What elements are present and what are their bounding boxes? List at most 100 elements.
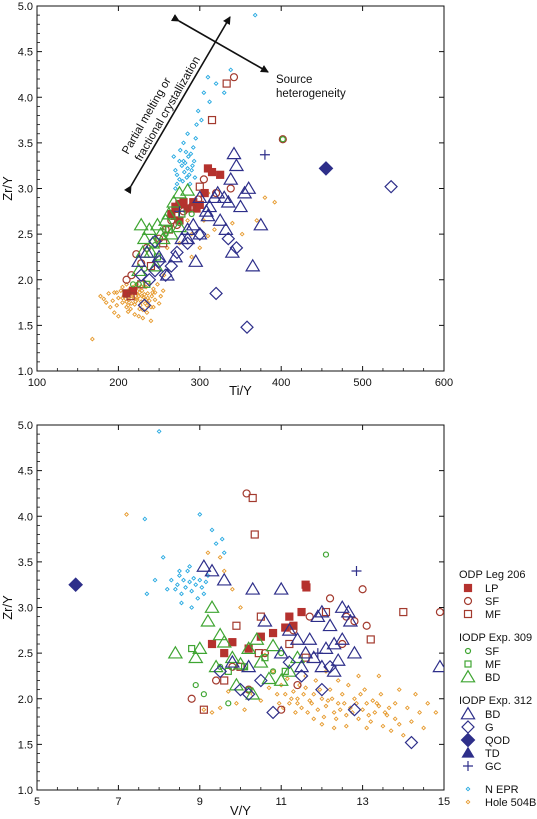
- point-bd309: [253, 654, 269, 668]
- point-nepr: [179, 163, 185, 169]
- point-hole504b: [212, 227, 217, 232]
- point-hole504b: [161, 272, 167, 278]
- point-nepr: [195, 595, 201, 601]
- y-tick-label: 5.0: [18, 420, 33, 432]
- point-hole504b: [356, 716, 361, 722]
- legend-group-title: IODP Exp. 312: [459, 695, 532, 707]
- point-hole504b: [132, 301, 138, 307]
- point-nepr: [184, 175, 190, 180]
- point-hole504b: [372, 710, 378, 715]
- point-mf206: [220, 676, 229, 685]
- legend-marker-lp: [463, 583, 473, 593]
- point-g312: [282, 655, 297, 670]
- point-sf206: [362, 621, 371, 630]
- point-sf309: [279, 136, 286, 143]
- point-g312: [254, 673, 268, 688]
- point-hole504b: [242, 707, 248, 713]
- point-nepr: [183, 584, 188, 590]
- point-hole504b: [137, 290, 143, 295]
- point-mf206: [222, 79, 231, 88]
- point-hole504b: [145, 291, 151, 296]
- point-nepr: [193, 135, 199, 141]
- point-lp: [220, 649, 229, 658]
- point-hole504b: [266, 685, 272, 691]
- point-bd312: [322, 618, 338, 632]
- legend-label-hole504b: Hole 504B: [485, 797, 536, 809]
- point-lp: [207, 167, 217, 177]
- point-nepr: [181, 577, 186, 583]
- point-bd309: [245, 686, 261, 700]
- y-axis-title: Zr/Y: [0, 595, 15, 620]
- point-hole504b: [327, 687, 333, 693]
- legend-label-lp: LP: [485, 583, 498, 595]
- chart-panel-v-y: 5 7 9 11 13 15 1.0 1.5 2.0 2.5 3.0 3.5 4.0 4.5 5.0 V/Y Z…: [0, 420, 450, 818]
- x-tick-label: 9: [197, 796, 203, 808]
- point-mf309: [143, 280, 151, 288]
- point-g312: [180, 236, 195, 251]
- point-hole504b: [150, 290, 156, 295]
- point-bd312: [204, 563, 220, 577]
- point-hole504b: [201, 218, 207, 223]
- point-bd312: [226, 146, 242, 160]
- point-bd312: [302, 631, 318, 645]
- y-tick-label: 4.0: [18, 92, 33, 104]
- legend-marker-g312: [461, 720, 475, 734]
- point-bd309: [167, 645, 184, 659]
- point-sf309: [217, 663, 224, 670]
- point-sf206: [277, 705, 286, 714]
- point-bd309: [240, 641, 257, 654]
- point-mf206: [248, 493, 257, 503]
- point-mf206: [366, 635, 375, 644]
- point-hole504b: [136, 313, 142, 319]
- point-hole504b: [124, 299, 129, 305]
- point-hole504b: [111, 310, 117, 316]
- point-nepr: [174, 582, 180, 588]
- point-hole504b: [114, 302, 120, 308]
- point-hole504b: [376, 703, 382, 709]
- point-g312: [158, 268, 173, 283]
- y-tick-label: 2.0: [18, 694, 33, 706]
- point-hole504b: [339, 691, 345, 697]
- y-tick-label: 5.0: [18, 1, 33, 13]
- point-bd312: [139, 244, 155, 258]
- point-hole504b: [149, 293, 155, 299]
- point-g312: [241, 687, 256, 702]
- y-tick-label: 2.5: [18, 229, 33, 241]
- point-nepr: [171, 154, 177, 159]
- point-bd312: [220, 194, 236, 208]
- x-tick-label: 7: [115, 796, 121, 808]
- point-hole504b: [128, 301, 134, 306]
- point-bd312: [273, 645, 289, 659]
- point-hole504b: [335, 678, 341, 683]
- legend-label-sf309: SF: [485, 646, 499, 658]
- point-sf206: [325, 594, 335, 603]
- legend-label-mf309: MF: [485, 659, 501, 671]
- point-mf206: [250, 530, 259, 539]
- y-tick-label: 4.5: [18, 466, 33, 478]
- point-hole504b: [309, 700, 315, 706]
- point-hole504b: [274, 691, 280, 697]
- x-tick-label: 200: [109, 377, 127, 389]
- x-axis-title: Ti/Y: [229, 383, 252, 398]
- point-bd309: [133, 217, 149, 231]
- point-hole504b: [115, 313, 121, 319]
- point-hole504b: [276, 700, 282, 706]
- point-bd309: [171, 219, 188, 233]
- point-nepr: [177, 147, 183, 153]
- point-hole504b: [360, 707, 366, 713]
- point-bd309: [166, 194, 182, 208]
- point-hole504b: [238, 605, 243, 610]
- x-tick-label: 13: [356, 796, 368, 808]
- point-hole504b: [139, 293, 145, 299]
- point-nepr: [213, 81, 219, 86]
- point-bd312: [224, 244, 241, 258]
- point-bd312: [253, 217, 269, 231]
- point-hole504b: [239, 231, 245, 237]
- point-hole504b: [272, 199, 278, 205]
- point-hole504b: [278, 682, 284, 688]
- point-bd309: [204, 600, 220, 613]
- point-nepr: [156, 428, 162, 434]
- point-hole504b: [288, 696, 294, 702]
